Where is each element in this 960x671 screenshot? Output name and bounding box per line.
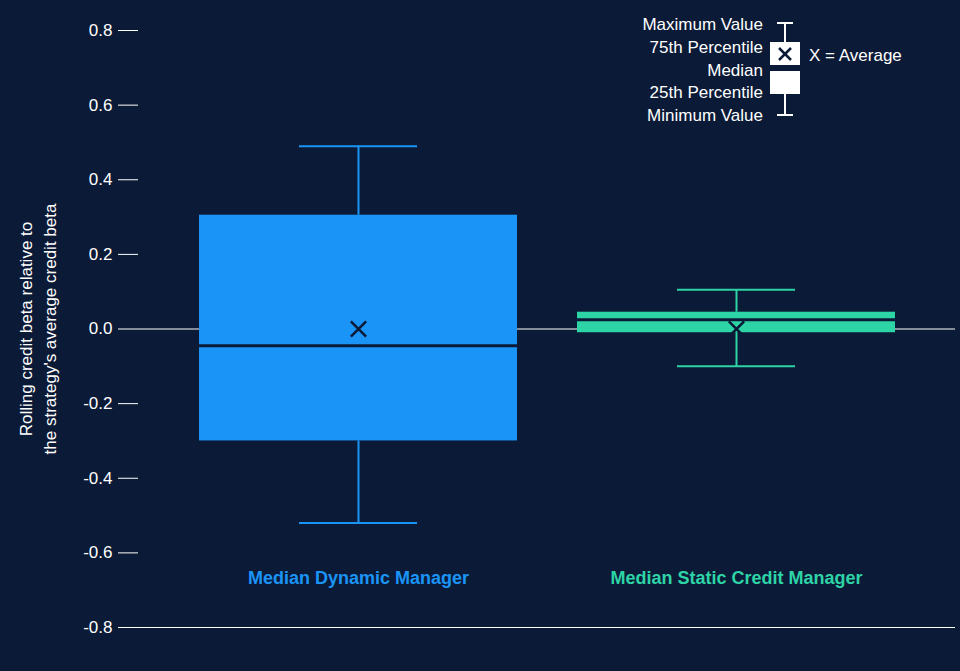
svg-text:0.4: 0.4 xyxy=(89,170,113,189)
svg-text:0.2: 0.2 xyxy=(89,245,113,264)
svg-text:-0.6: -0.6 xyxy=(83,543,112,562)
svg-text:-0.8: -0.8 xyxy=(83,618,112,637)
svg-text:0.0: 0.0 xyxy=(89,319,113,338)
svg-text:-0.4: -0.4 xyxy=(83,469,112,488)
svg-text:75th Percentile: 75th Percentile xyxy=(650,38,763,57)
svg-text:Median Dynamic Manager: Median Dynamic Manager xyxy=(248,568,469,588)
svg-text:0.6: 0.6 xyxy=(89,96,113,115)
svg-text:Median Static Credit Manager: Median Static Credit Manager xyxy=(610,568,862,588)
svg-text:Rolling credit beta relative t: Rolling credit beta relative tothe strat… xyxy=(17,203,60,454)
svg-text:0.8: 0.8 xyxy=(89,21,113,40)
svg-text:Minimum Value: Minimum Value xyxy=(647,106,763,125)
svg-text:X = Average: X = Average xyxy=(809,46,902,65)
svg-text:Median: Median xyxy=(707,61,763,80)
svg-text:-0.2: -0.2 xyxy=(83,394,112,413)
svg-text:25th Percentile: 25th Percentile xyxy=(650,83,763,102)
svg-text:Maximum Value: Maximum Value xyxy=(642,15,763,34)
